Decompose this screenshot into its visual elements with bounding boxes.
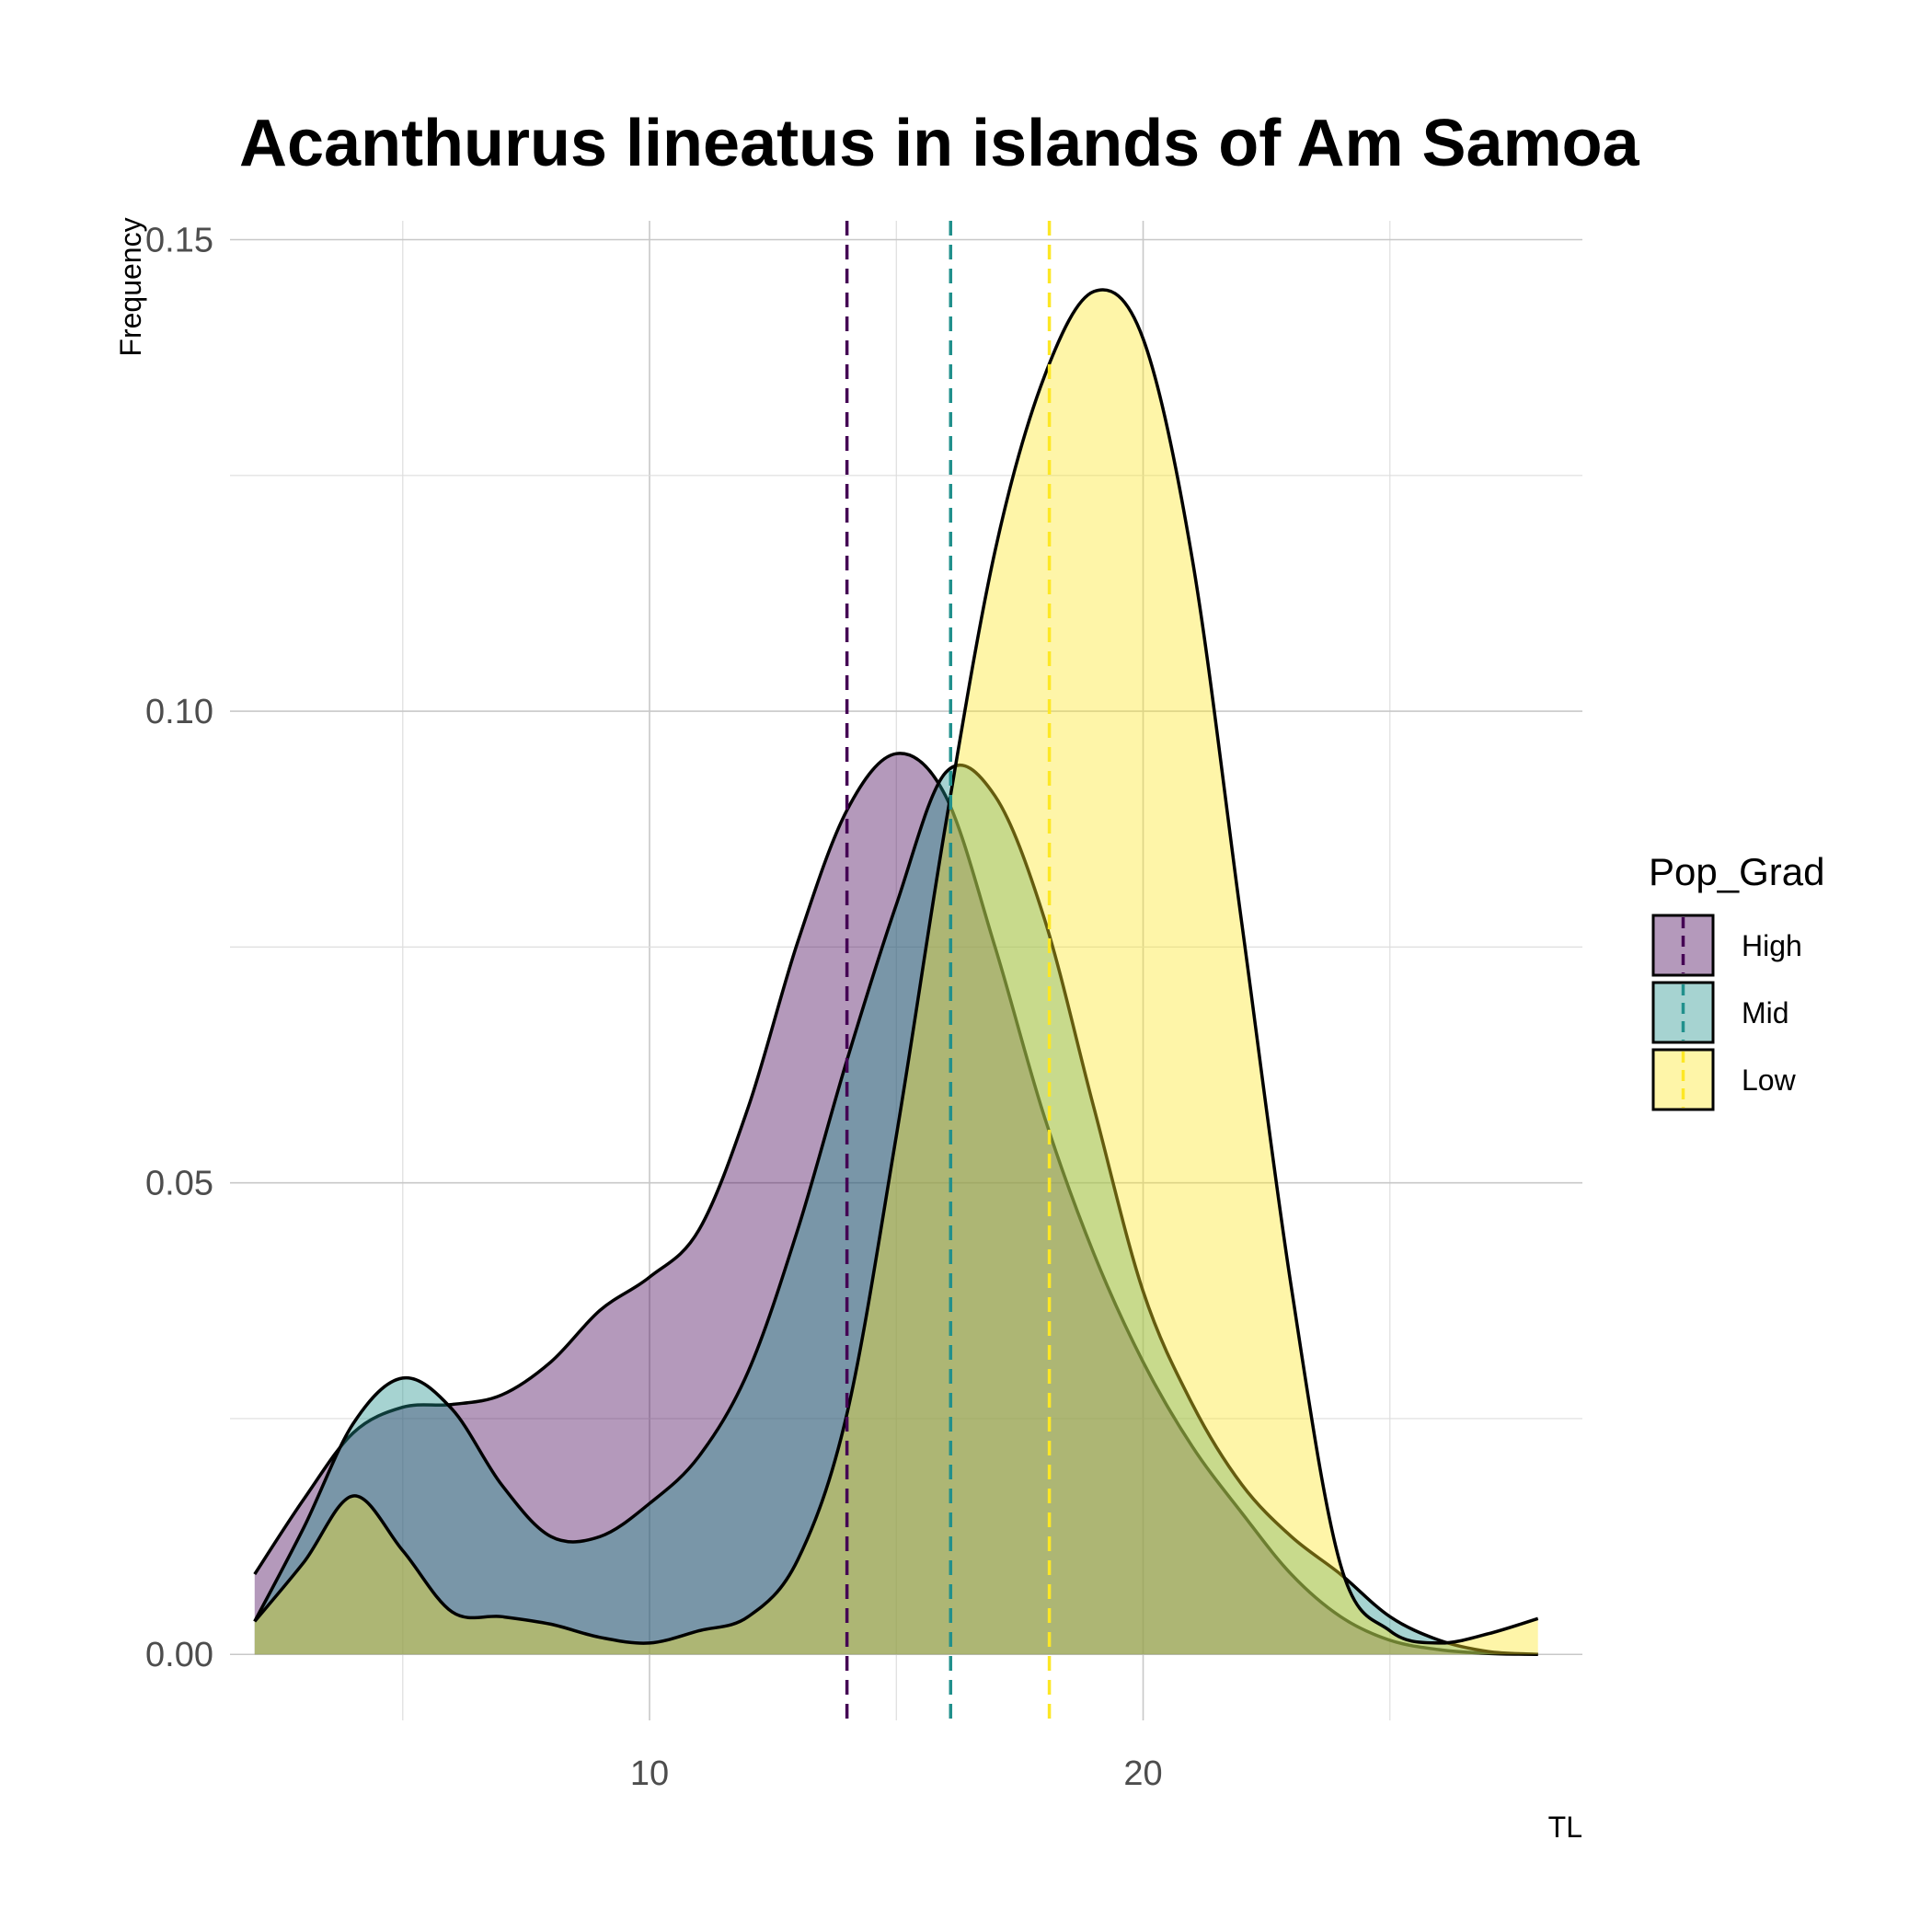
chart-title: Acanthurus lineatus in islands of Am Sam… <box>239 107 1640 180</box>
grid-layer <box>230 221 1582 1720</box>
y-tick-label: 0.00 <box>145 1636 213 1674</box>
y-axis-label: Frequency <box>114 217 147 356</box>
x-axis-ticks: 10 20 <box>630 1754 1163 1793</box>
density-area-low <box>254 289 1538 1655</box>
density-line-low <box>253 288 1539 1645</box>
legend-item-low: Low <box>1651 1048 1797 1111</box>
y-axis-ticks: 0.00 0.05 0.10 0.15 <box>145 222 213 1675</box>
legend-label: Low <box>1742 1064 1797 1097</box>
y-tick-label: 0.05 <box>145 1165 213 1203</box>
x-tick-label: 20 <box>1123 1754 1162 1793</box>
y-tick-label: 0.10 <box>145 693 213 731</box>
legend-label: High <box>1742 929 1802 962</box>
x-tick-label: 10 <box>630 1754 669 1793</box>
density-line-high <box>253 752 1538 1656</box>
density-areas <box>253 288 1539 1656</box>
density-area-high <box>254 753 1538 1655</box>
legend-title: Pop_Grad <box>1649 850 1824 893</box>
density-area-mid <box>254 765 1538 1655</box>
legend-item-mid: Mid <box>1651 981 1789 1044</box>
legend: Pop_Grad High Mid Low <box>1649 850 1824 1111</box>
mean-lines <box>845 221 1052 1720</box>
x-axis-label: TL <box>1548 1811 1582 1844</box>
legend-item-high: High <box>1651 914 1802 977</box>
y-tick-label: 0.15 <box>145 222 213 260</box>
legend-label: Mid <box>1742 996 1789 1029</box>
density-line-mid <box>253 763 1538 1656</box>
